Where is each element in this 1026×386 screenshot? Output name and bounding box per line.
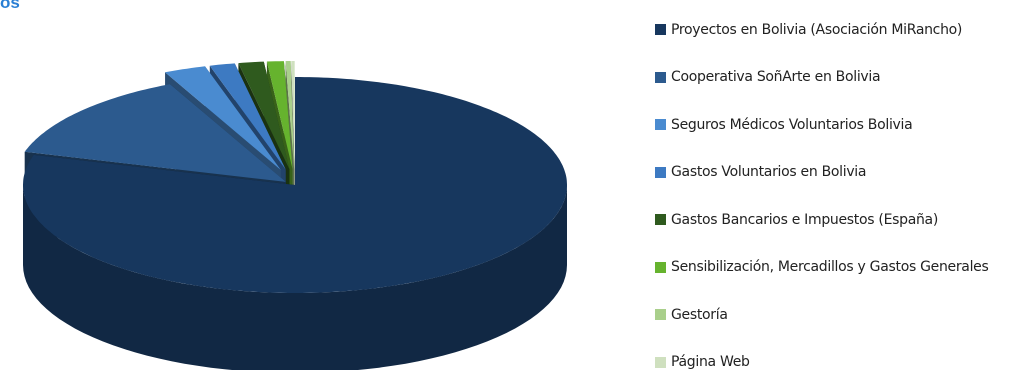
legend-label: Cooperativa SoñArte en Bolivia — [671, 69, 880, 85]
legend-label: Proyectos en Bolivia (Asociación MiRanch… — [671, 22, 962, 38]
legend-item-pagina-web: Página Web — [655, 339, 989, 386]
legend-label: Gastos Bancarios e Impuestos (España) — [671, 212, 938, 228]
legend-label: Sensibilización, Mercadillos y Gastos Ge… — [671, 259, 989, 275]
legend-item-gastos-bancarios-e-impuestos-espana: Gastos Bancarios e Impuestos (España) — [655, 196, 989, 244]
legend-swatch — [655, 72, 666, 83]
legend-label: Gastos Voluntarios en Bolivia — [671, 164, 866, 180]
legend-swatch — [655, 357, 666, 368]
legend-swatch — [655, 214, 666, 225]
legend-item-seguros-medicos-voluntarios-bolivia: Seguros Médicos Voluntarios Bolivia — [655, 101, 989, 149]
legend-label: Gestoría — [671, 307, 728, 323]
legend-swatch — [655, 167, 666, 178]
legend-swatch — [655, 262, 666, 273]
legend-item-proyectos-en-bolivia-asociacion-mirancho: Proyectos en Bolivia (Asociación MiRanch… — [655, 6, 989, 54]
legend-item-gastos-voluntarios-en-bolivia: Gastos Voluntarios en Bolivia — [655, 149, 989, 197]
legend-item-cooperativa-sonarte-en-bolivia: Cooperativa SoñArte en Bolivia — [655, 54, 989, 102]
pie-slices — [23, 61, 567, 370]
legend-swatch — [655, 119, 666, 130]
legend-item-sensibilizacion-mercadillos-y-gastos-generales: Sensibilización, Mercadillos y Gastos Ge… — [655, 244, 989, 292]
legend-label: Página Web — [671, 354, 750, 370]
legend-label: Seguros Médicos Voluntarios Bolivia — [671, 117, 912, 133]
legend-swatch — [655, 309, 666, 320]
legend: Proyectos en Bolivia (Asociación MiRanch… — [655, 6, 989, 386]
pie-chart — [0, 0, 640, 370]
legend-item-gestoria: Gestoría — [655, 291, 989, 339]
legend-swatch — [655, 24, 666, 35]
